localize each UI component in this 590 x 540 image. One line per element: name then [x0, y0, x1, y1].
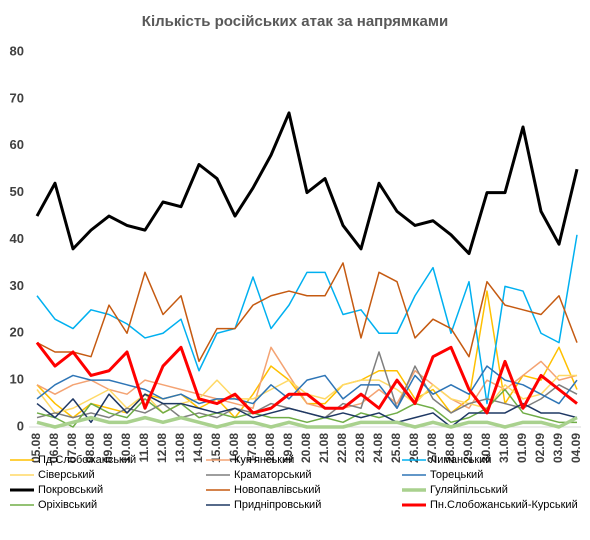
x-tick-label: 20.08: [299, 433, 313, 463]
x-tick-label: 19.08: [281, 433, 295, 463]
x-tick-label: 02.09: [533, 433, 547, 463]
x-tick-label: 05.08: [29, 433, 43, 463]
chart-title: Кількість російських атак за напрямками: [142, 13, 448, 30]
x-tick-label: 31.08: [497, 433, 511, 463]
y-tick-label: 60: [10, 137, 24, 152]
y-tick-label: 20: [10, 325, 24, 340]
legend-label: Лиманський: [430, 454, 491, 466]
x-tick-label: 26.08: [407, 433, 421, 463]
x-tick-label: 03.09: [551, 433, 565, 463]
legend-label: Краматорський: [234, 469, 312, 481]
y-tick-label: 0: [17, 418, 24, 433]
legend-label: Придніпровський: [234, 499, 321, 511]
series-line: [36, 415, 578, 429]
legend-label: Новопавлівський: [234, 484, 320, 496]
x-tick-label: 18.08: [263, 433, 277, 463]
legend-label: Торецький: [430, 469, 483, 481]
x-tick-label: 12.08: [155, 433, 169, 463]
series-line: [36, 346, 578, 409]
x-tick-label: 06.08: [47, 433, 61, 463]
x-tick-label: 07.08: [65, 433, 79, 463]
x-tick-label: 22.08: [335, 433, 349, 463]
y-tick-label: 70: [10, 90, 24, 105]
y-tick-label: 30: [10, 278, 24, 293]
y-tick-label: 50: [10, 184, 24, 199]
legend-label: Сіверський: [38, 469, 95, 481]
x-tick-label: 25.08: [389, 433, 403, 463]
y-tick-label: 80: [10, 43, 24, 58]
legend-label: Гуляйпільський: [430, 484, 508, 496]
x-tick-label: 08.08: [83, 433, 97, 463]
x-tick-label: 30.08: [479, 433, 493, 463]
series-line: [36, 365, 578, 409]
series-line: [35, 341, 578, 415]
legend-label: Куп'янський: [234, 454, 294, 466]
x-tick-label: 14.08: [191, 433, 205, 463]
series-line: [36, 262, 578, 363]
x-tick-label: 29.08: [461, 433, 475, 463]
x-tick-label: 13.08: [173, 433, 187, 463]
x-tick-label: 09.08: [101, 433, 115, 463]
legend-label: Покровський: [38, 484, 103, 496]
x-tick-label: 27.08: [425, 433, 439, 463]
legend-label: Оріхівський: [38, 499, 97, 511]
x-tick-label: 17.08: [245, 433, 259, 463]
x-tick-label: 28.08: [443, 433, 457, 463]
legend-label: Пн.Слобожанський-Курський: [430, 499, 578, 511]
x-tick-label: 04.09: [569, 433, 583, 463]
y-tick-label: 10: [10, 372, 24, 387]
series-line: [35, 111, 579, 256]
legend-label: Пд.Слобожанський: [38, 454, 136, 466]
x-tick-label: 16.08: [227, 433, 241, 463]
series-line: [36, 234, 578, 405]
x-tick-label: 10.08: [119, 433, 133, 463]
x-tick-label: 15.08: [209, 433, 223, 463]
x-tick-label: 21.08: [317, 433, 331, 463]
x-tick-label: 24.08: [371, 433, 385, 463]
x-tick-label: 01.09: [515, 433, 529, 463]
y-tick-label: 40: [10, 231, 24, 246]
series-line: [36, 388, 577, 428]
x-tick-label: 23.08: [353, 433, 367, 463]
x-tick-label: 11.08: [137, 433, 151, 463]
